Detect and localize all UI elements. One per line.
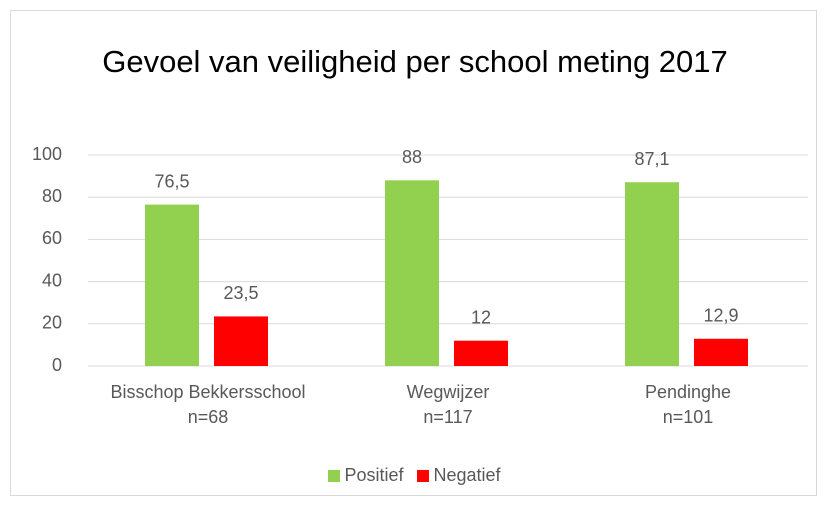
legend-label: Positief: [344, 465, 404, 485]
legend-swatch: [417, 469, 430, 482]
data-label: 76,5: [154, 171, 189, 191]
bar: [625, 182, 679, 366]
data-label: 87,1: [634, 149, 669, 169]
y-tick-label: 0: [52, 355, 62, 375]
data-label: 23,5: [223, 283, 258, 303]
y-tick-label: 100: [32, 144, 62, 164]
y-tick-label: 40: [42, 270, 62, 290]
bar: [454, 340, 508, 366]
bar: [694, 338, 748, 366]
data-label: 88: [402, 147, 422, 167]
chart-title: Gevoel van veiligheid per school meting …: [102, 44, 728, 79]
legend: Positief Negatief: [0, 465, 829, 486]
legend-item: Negatief: [417, 465, 501, 486]
legend-item: Positief: [328, 465, 403, 486]
chart-border: [10, 10, 817, 496]
x-tick-label: Pendinghe n=101: [644, 382, 732, 427]
legend-label: Negatief: [433, 465, 501, 485]
data-label: 12: [471, 307, 491, 327]
y-tick-label: 60: [42, 228, 62, 248]
bar: [385, 180, 439, 366]
x-tick-label: Bisschop Bekkersschool n=68: [110, 382, 306, 427]
legend-swatch: [328, 469, 341, 482]
y-tick-label: 20: [42, 313, 62, 333]
bar: [214, 316, 268, 366]
bar: [145, 204, 199, 366]
y-tick-label: 80: [42, 186, 62, 206]
data-label: 12,9: [703, 306, 738, 326]
x-tick-label: Wegwijzer n=117: [406, 382, 490, 427]
